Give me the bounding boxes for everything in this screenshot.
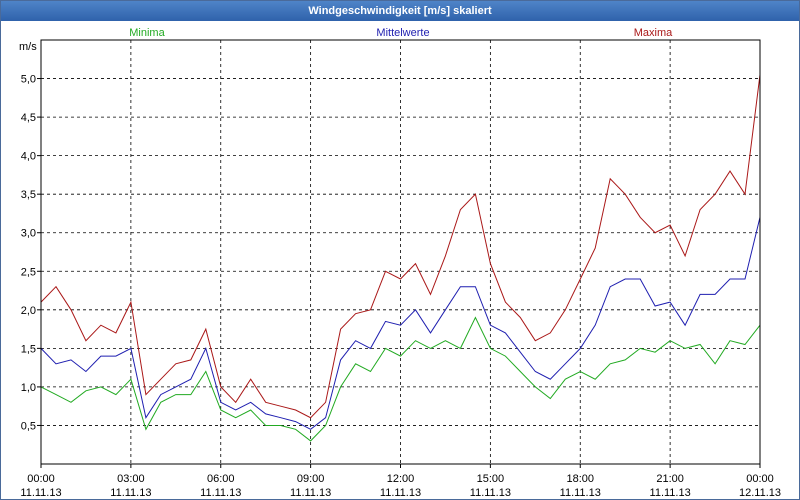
x-tick-time: 21:00 — [656, 473, 684, 485]
y-tick-label: 3,5 — [21, 189, 36, 201]
x-tick-date: 11.11.13 — [650, 487, 691, 499]
x-tick-date: 11.11.13 — [380, 487, 421, 499]
y-tick-label: 4,0 — [21, 151, 36, 163]
y-tick-label: 4,5 — [21, 112, 36, 124]
x-tick-date: 11.11.13 — [110, 487, 151, 499]
series-line-minima — [40, 316, 761, 442]
x-tick-time: 18:00 — [566, 473, 594, 485]
x-tick-date: 11.11.13 — [290, 487, 331, 499]
y-tick-label: 2,5 — [21, 266, 36, 278]
series-line-maxima — [40, 74, 761, 419]
x-tick-time: 12:00 — [387, 473, 415, 485]
series-line-mittelwerte — [40, 217, 761, 430]
x-tick-date: 11.11.13 — [200, 487, 241, 499]
y-tick-label: 0,5 — [21, 420, 36, 432]
series-lines — [40, 74, 761, 442]
x-tick-date: 11.11.13 — [470, 487, 511, 499]
y-axis-label: m/s — [19, 41, 37, 53]
legend-item-mittelwerte: Mittelwerte — [376, 27, 429, 39]
legend: Minima Mittelwerte Maxima — [129, 27, 673, 39]
y-tick-label: 1,5 — [21, 343, 36, 355]
x-axis-ticks: 00:00 11.11.13 03:00 11.11.13 06:00 11.11.13 0… — [20, 464, 781, 499]
x-tick-time: 00:00 — [27, 473, 55, 485]
y-tick-label: 2,0 — [21, 305, 36, 317]
plot-frame — [40, 39, 761, 465]
y-tick-label: 3,0 — [21, 228, 36, 240]
legend-item-minima: Minima — [129, 27, 165, 39]
x-tick-time: 09:00 — [297, 473, 325, 485]
window-title: Windgeschwindigkeit [m/s] skaliert — [1, 1, 799, 21]
x-tick-time: 00:00 — [746, 473, 774, 485]
x-tick-date: 11.11.13 — [20, 487, 61, 499]
y-tick-label: 5,0 — [21, 74, 36, 86]
x-tick-date: 12.11.13 — [739, 487, 781, 499]
x-tick-time: 15:00 — [477, 473, 505, 485]
legend-item-maxima: Maxima — [634, 27, 673, 39]
y-axis-ticks: 0,5 1,0 1,5 2,0 2,5 3,0 3,5 4,0 4,5 5,0 — [21, 74, 41, 432]
x-tick-time: 06:00 — [207, 473, 235, 485]
x-tick-time: 03:00 — [117, 473, 145, 485]
x-tick-date: 11.11.13 — [560, 487, 601, 499]
line-chart: 0,5 1,0 1,5 2,0 2,5 3,0 3,5 4,0 4,5 5,0 00:00 11.1… — [19, 27, 781, 499]
grid — [41, 40, 760, 464]
y-tick-label: 1,0 — [21, 382, 36, 394]
